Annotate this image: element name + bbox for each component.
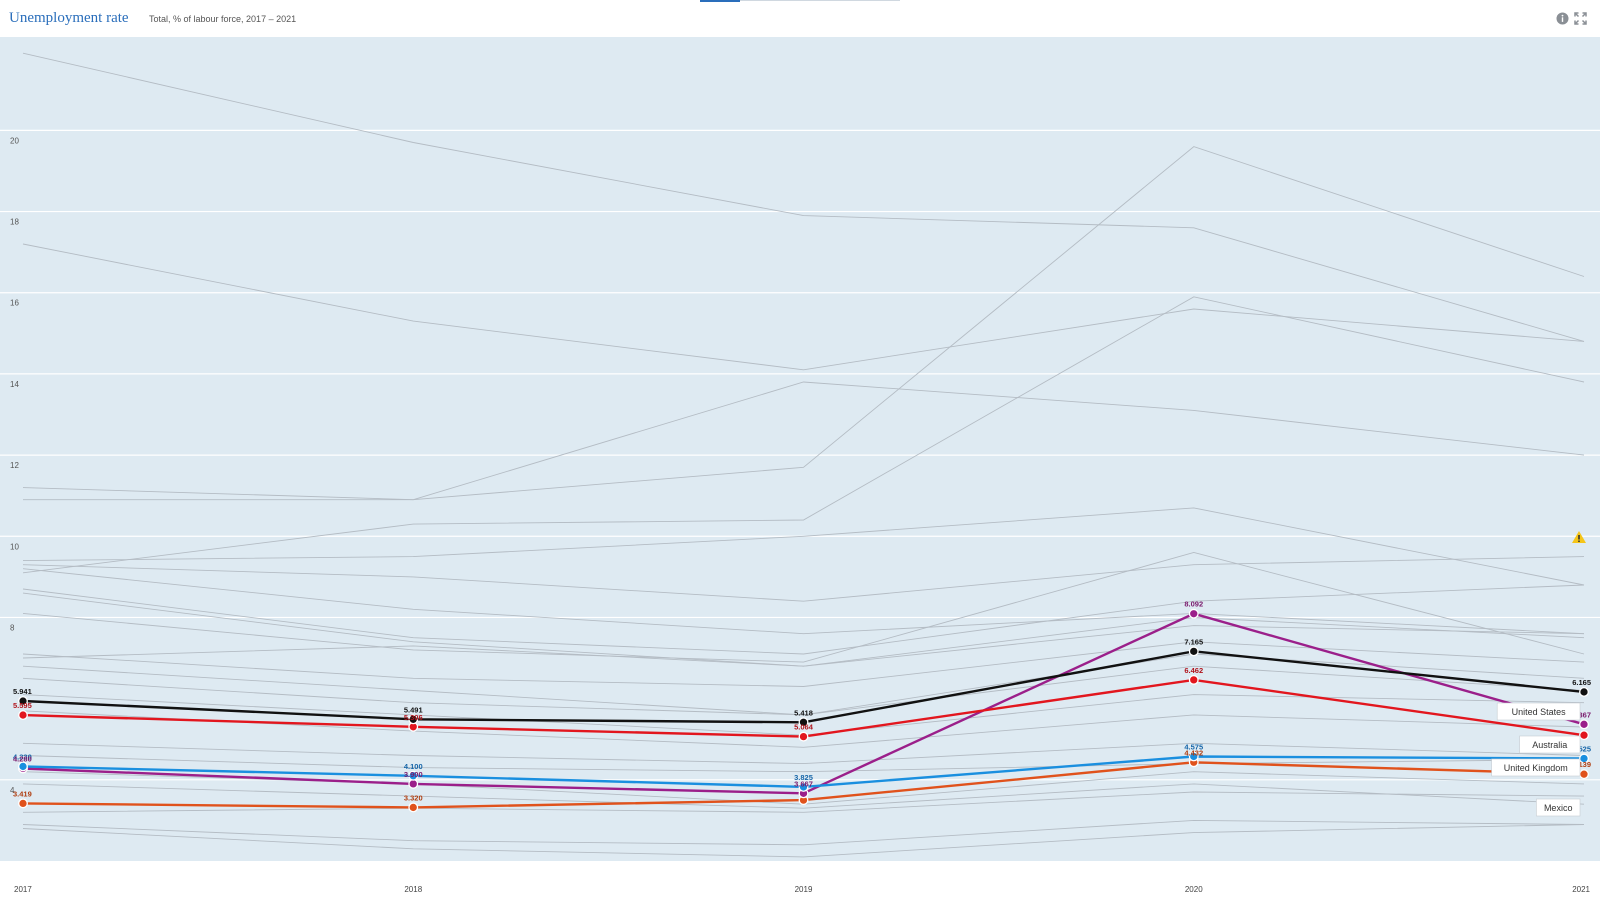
background-series-line [22,556,1585,602]
background-series-line [22,783,1585,809]
data-label: 4.139 [1572,760,1591,769]
x-tick-label: 2017 [14,885,32,894]
series-tag-label: United States [1512,707,1567,717]
data-point [798,717,809,728]
y-tick-label: 10 [10,542,19,551]
background-series-line [22,584,1585,655]
data-label: 3.667 [794,779,813,788]
background-series-line [22,552,1585,663]
data-label: 6.165 [1572,678,1591,687]
data-label: 4.330 [13,752,32,761]
series-tag-label: Mexico [1544,803,1573,813]
data-point [408,802,419,813]
background-series-line [22,742,1585,765]
data-label: 5.418 [794,708,813,717]
y-tick-label: 8 [10,623,15,632]
background-series-line [22,296,1585,574]
y-tick-label: 14 [10,380,19,389]
background-series-line [22,625,1585,667]
y-tick-label: 16 [10,299,19,308]
background-series-line [22,507,1585,586]
data-point [18,798,28,809]
data-point [798,731,809,742]
data-label: 4.525 [1572,745,1591,754]
data-point [1188,608,1199,619]
data-point [1579,730,1589,741]
x-tick-label: 2018 [404,885,422,894]
y-tick-label: 4 [10,786,15,795]
data-label: 5.491 [404,705,423,714]
series-tag [1536,798,1581,817]
series-tag-label: United Kingdom [1504,763,1568,773]
tab-indicator [700,0,740,2]
background-series-line [22,381,1585,501]
y-tick-label: 18 [10,218,19,227]
y-tick-label: 12 [10,461,19,470]
series-tag [1491,758,1581,777]
data-label: 3.825 [794,773,813,782]
background-series-line [22,755,1585,773]
data-label: 5.064 [794,723,814,732]
background-series-line [22,568,1585,635]
data-point [1579,753,1589,764]
series-tag-label: Australia [1532,740,1567,750]
data-label: 4.100 [404,762,423,771]
data-label: 4.432 [1184,748,1203,757]
background-series-line [22,52,1585,342]
x-tick-label: 2019 [795,885,813,894]
line-chart: 4 8 10 12 14 16 18 20 2017 2018 2019 2020 2021 5.941 5… [0,37,1600,894]
data-label: 4.280 [13,754,32,763]
data-point [1579,719,1589,730]
data-label: 8.092 [1184,600,1203,609]
background-series-line [22,710,1585,748]
data-point [18,710,28,721]
background-series-line [22,665,1585,716]
series-tag [1496,702,1581,721]
background-series-line [22,791,1585,813]
background-series-line [23,146,1585,501]
data-label: 5.367 [1572,710,1591,719]
data-point [798,781,809,792]
data-point [1188,646,1199,657]
data-point [1188,674,1199,685]
data-label: 4.575 [1184,742,1203,751]
series-tag [1519,735,1581,754]
data-point [18,761,28,772]
data-label: 5.941 [13,687,32,696]
chart-subtitle: Total, % of labour force, 2017 – 2021 [149,14,297,24]
y-tick-label: 20 [10,136,19,145]
chart-header: Unemployment rate Total, % of labour for… [0,0,1600,37]
chart-area: 4 8 10 12 14 16 18 20 2017 2018 2019 2020 2021 5.941 5… [0,37,1600,900]
background-series-line [22,819,1585,846]
background-series-line [22,243,1585,371]
data-label: 6.462 [1184,666,1203,675]
data-point [408,770,419,781]
data-point [18,696,28,706]
data-label: 3.900 [404,770,423,779]
background-series-line [22,641,1585,687]
background-series-line [22,824,1585,858]
tab-track [740,0,900,1]
x-tick-label: 2021 [1572,885,1590,894]
data-label: 7.165 [1184,637,1203,646]
info-icon[interactable] [1556,12,1569,25]
data-point [408,714,419,725]
expand-icon[interactable] [1574,12,1587,25]
warning-icon[interactable] [1572,531,1586,543]
data-point [408,778,419,789]
chart-title: Unemployment rate [9,10,129,26]
data-label: 5.306 [404,713,423,722]
data-label: 5.595 [13,701,32,710]
x-tick-label: 2020 [1185,885,1203,894]
data-point [1579,686,1589,697]
data-point [1579,769,1589,780]
data-label: 3.320 [404,793,423,802]
data-label: 3.419 [13,789,32,798]
data-point [1188,751,1199,762]
